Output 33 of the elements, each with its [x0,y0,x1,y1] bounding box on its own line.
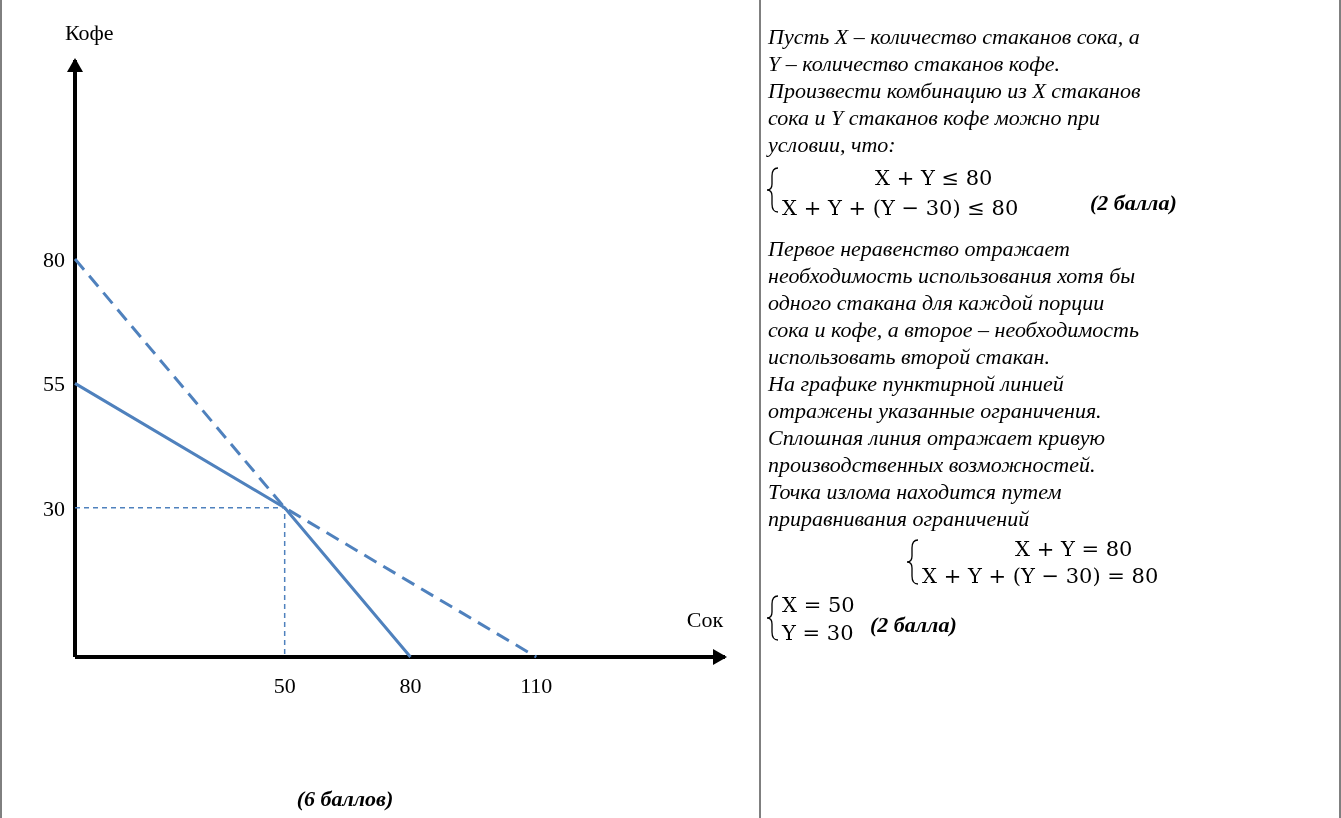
text: (2 балла) [1090,190,1177,215]
text: (6 баллов) [296,786,394,811]
text: сока и кофе, а второе – необходимость [768,317,1139,342]
text: (2 балла) [870,612,957,637]
text: условии, что: [766,132,896,157]
text: производственных возможностей. [768,452,1096,477]
x-tick-label: 80 [399,673,422,698]
text: сока и Y стаканов кофе можно при [768,105,1101,130]
text: необходимость использования хотя бы [768,263,1136,288]
y-axis-title: Кофе [65,20,114,45]
text: Первое неравенство отражает [767,236,1070,261]
x-axis-title: Сок [686,607,724,632]
text: Произвести комбинацию из X стаканов [767,78,1141,103]
text: X + Y + (Y − 30) ≤ 80 [782,196,1019,220]
text: приравнивания ограничений [768,506,1030,531]
y-tick-label: 55 [43,371,65,397]
text: X + Y + (Y − 30) = 80 [922,564,1159,588]
y-tick-label: 80 [43,247,65,272]
text: отражены указанные ограничения. [768,398,1102,423]
text: Точка излома находится путем [768,479,1062,504]
text: Y = 30 [781,621,854,645]
text: Пусть X – количество стаканов сока, а [767,24,1140,49]
text: X + Y ≤ 80 [875,166,993,190]
text: одного стакана для каждой порции [768,290,1105,315]
text: X = 50 [782,593,855,617]
x-tick-label: 50 [273,673,296,698]
text: Y – количество стаканов кофе. [768,51,1061,76]
text: использовать второй стакан. [768,344,1050,369]
x-tick-label: 110 [520,673,553,698]
text: Сплошная линия отражает кривую [768,425,1106,450]
text: X + Y = 80 [1015,537,1133,561]
text: На графике пунктирной линией [767,371,1064,396]
y-tick-label: 30 [43,495,65,521]
